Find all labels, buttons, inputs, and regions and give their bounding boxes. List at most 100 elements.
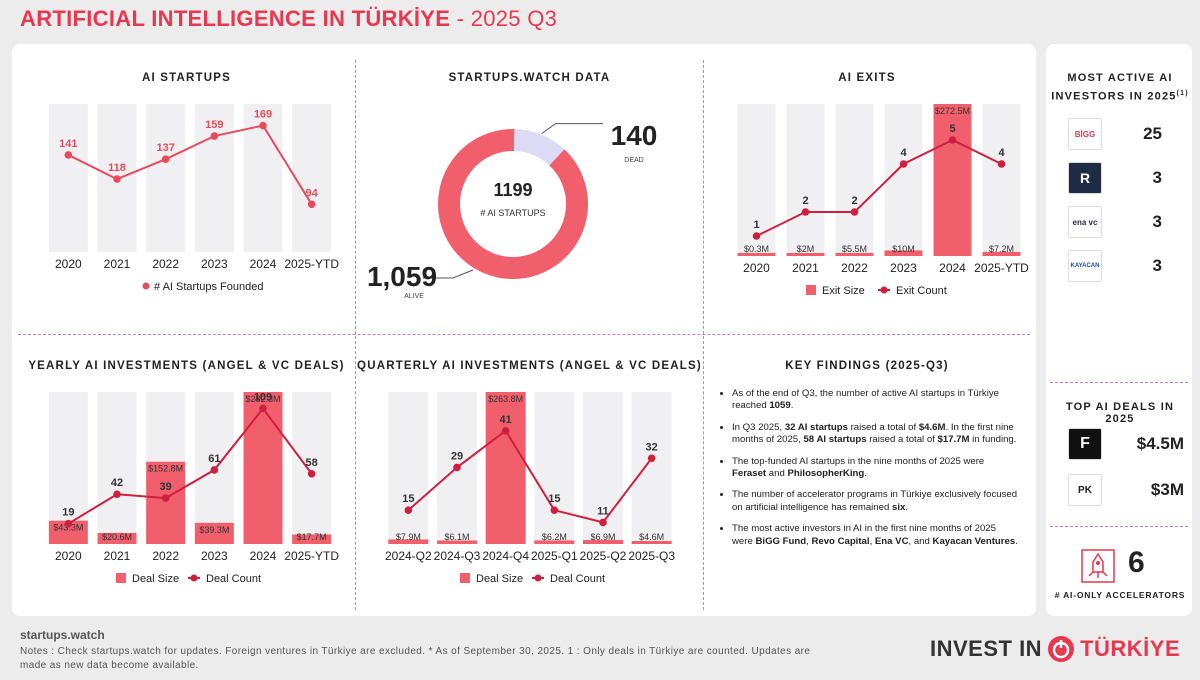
data-point	[453, 463, 461, 472]
investor-row: BİGG 25	[1068, 118, 1168, 152]
bar-data-label: $6.2M	[542, 532, 567, 542]
finding-item: In Q3 2025, 32 AI startups raised a tota…	[732, 422, 1018, 447]
data-point	[948, 136, 957, 144]
bar-data-label: $20.6M	[102, 532, 132, 542]
series-line	[407, 429, 653, 524]
feraset-logo: F	[1068, 428, 1102, 460]
bar	[534, 540, 575, 544]
bar-data-label: $0.3M	[744, 244, 769, 254]
data-point	[501, 426, 510, 435]
finding-item: The most active investors in AI in the f…	[732, 523, 1018, 548]
power-icon	[1048, 636, 1075, 662]
bar	[146, 461, 186, 544]
series-line	[67, 406, 313, 525]
bg-column	[194, 104, 234, 252]
startups-watch-title: STARTUPS.WATCH DATA	[448, 72, 611, 84]
invest-in-turkiye-logo: INVEST IN TÜRKİYE	[930, 634, 1180, 664]
legend-swatch	[190, 574, 198, 582]
point-data-label: 61	[208, 453, 220, 465]
bar-data-label: $4.6M	[639, 532, 664, 542]
point-data-label: 41	[500, 414, 512, 426]
ai-exits-chart: 2020 2021 2022 2023 2024 2025-YTD $0.3M $2M $5.5…	[737, 104, 1029, 297]
x-tick-label: 2021	[104, 257, 131, 271]
legend-label: Deal Count	[550, 573, 605, 585]
x-tick-label: 2024-Q2	[385, 549, 432, 563]
rocket-icon	[1081, 549, 1115, 583]
page-title: ARTIFICIAL INTELLIGENCE IN TÜRKİYE - 202…	[20, 6, 558, 31]
bg-column	[97, 392, 137, 544]
bar	[933, 104, 972, 256]
bar	[97, 532, 137, 544]
accelerators-label: # AI-ONLY ACCELERATORS	[1054, 590, 1186, 600]
data-point	[997, 160, 1006, 168]
x-tick-label: 2020	[743, 261, 770, 275]
yearly-investments-title: YEARLY AI INVESTMENTS (ANGEL & VC DEALS)	[28, 360, 345, 372]
point-data-label: 39	[160, 481, 172, 493]
x-tick-label: 2024	[250, 549, 277, 563]
legend-label: Exit Size	[822, 285, 865, 297]
finding-item: The top-funded AI startups in the nine m…	[732, 456, 1018, 481]
data-point	[161, 155, 170, 163]
legend-swatch	[460, 573, 470, 583]
data-point	[850, 208, 859, 216]
point-data-label: 42	[111, 477, 123, 489]
bar-data-label: $7.9M	[396, 532, 421, 542]
bar-data-label: $2M	[797, 244, 815, 254]
legend-swatch	[880, 286, 888, 294]
bar	[485, 392, 526, 544]
accelerators-count: 6	[1128, 546, 1145, 579]
donut-slice-alive	[438, 129, 588, 279]
x-tick-label: 2022	[152, 257, 179, 271]
bg-column	[48, 392, 88, 544]
bar	[292, 534, 332, 544]
bar	[437, 540, 477, 544]
data-point	[801, 208, 810, 216]
bar	[737, 253, 776, 256]
point-data-label: 4	[900, 147, 907, 159]
bar	[583, 540, 623, 544]
kayacan-logo: KAYACAN	[1068, 250, 1102, 282]
legend-label: Deal Count	[206, 573, 261, 585]
quarterly-investments-chart: 2024-Q2 2024-Q3 2024-Q4 2025-Q1 2025-Q2 2025-…	[385, 392, 675, 585]
bar-data-label: $10M	[892, 244, 915, 254]
data-point	[599, 518, 607, 527]
footer-site: startups.watch	[20, 628, 105, 642]
point-data-label: 29	[451, 450, 463, 462]
bar	[884, 250, 923, 256]
data-point	[64, 519, 73, 528]
point-data-label: 5	[949, 123, 955, 135]
bg-column	[786, 104, 825, 256]
x-tick-label: 2022	[152, 549, 179, 563]
x-tick-label: 2025-Q2	[580, 549, 627, 563]
data-point	[647, 454, 656, 463]
legend-swatch	[534, 574, 542, 582]
bar-data-label: $6.9M	[590, 532, 615, 542]
donut-slice-dead	[513, 129, 565, 166]
bg-column	[292, 104, 332, 252]
bar	[243, 392, 283, 544]
donut-center-value: 1199	[493, 180, 532, 200]
point-data-label: 159	[205, 119, 223, 131]
x-tick-label: 2023	[890, 261, 917, 275]
bg-column	[146, 104, 186, 252]
divider	[18, 334, 1030, 335]
point-data-label: 32	[646, 441, 658, 453]
yearly-investments-chart: 2020 2021 2022 2023 2024 2025-YTD $43.3M $20.6M…	[48, 391, 339, 585]
bar	[982, 251, 1021, 256]
footer-notes: Notes : Check startups.watch for updates…	[20, 646, 811, 671]
x-tick-label: 2020	[55, 549, 82, 563]
data-point	[259, 404, 267, 413]
bar	[48, 520, 88, 544]
x-tick-label: 2021	[792, 261, 819, 275]
legend-label: Deal Size	[476, 573, 523, 585]
callout-line	[423, 269, 474, 279]
legend-label: Deal Size	[132, 573, 179, 585]
point-data-label: 109	[254, 391, 272, 403]
series-line	[756, 138, 1002, 237]
x-tick-label: 2025-Q1	[531, 549, 578, 563]
bar-data-label: $43.3M	[53, 523, 83, 533]
bar-data-label: $6.1M	[444, 532, 469, 542]
legend-label: # AI Startups Founded	[154, 281, 263, 293]
bar	[194, 522, 234, 544]
